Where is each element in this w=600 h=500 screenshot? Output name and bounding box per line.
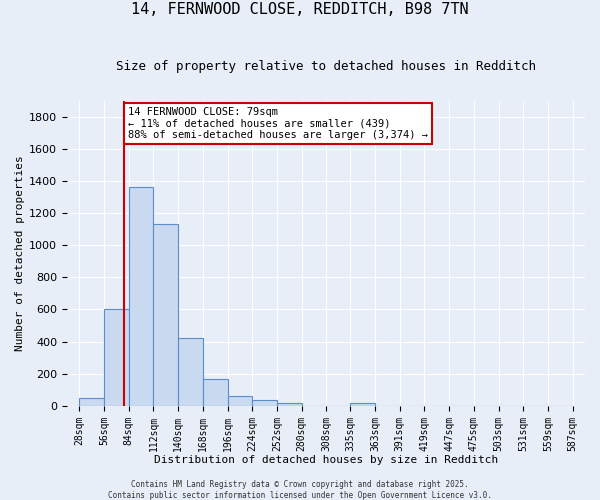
X-axis label: Distribution of detached houses by size in Redditch: Distribution of detached houses by size … — [154, 455, 498, 465]
Text: Contains HM Land Registry data © Crown copyright and database right 2025.
Contai: Contains HM Land Registry data © Crown c… — [108, 480, 492, 500]
Bar — [253, 400, 277, 406]
Bar — [129, 188, 154, 406]
Text: 14 FERNWOOD CLOSE: 79sqm
← 11% of detached houses are smaller (439)
88% of semi-: 14 FERNWOOD CLOSE: 79sqm ← 11% of detach… — [128, 107, 428, 140]
Title: Size of property relative to detached houses in Redditch: Size of property relative to detached ho… — [116, 60, 536, 73]
Bar — [350, 402, 375, 406]
Bar — [178, 338, 203, 406]
Bar — [154, 224, 178, 406]
Bar — [104, 310, 129, 406]
Bar — [79, 398, 104, 406]
Bar — [203, 378, 227, 406]
Bar — [277, 404, 302, 406]
Bar — [227, 396, 253, 406]
Y-axis label: Number of detached properties: Number of detached properties — [15, 156, 25, 351]
Text: 14, FERNWOOD CLOSE, REDDITCH, B98 7TN: 14, FERNWOOD CLOSE, REDDITCH, B98 7TN — [131, 2, 469, 18]
